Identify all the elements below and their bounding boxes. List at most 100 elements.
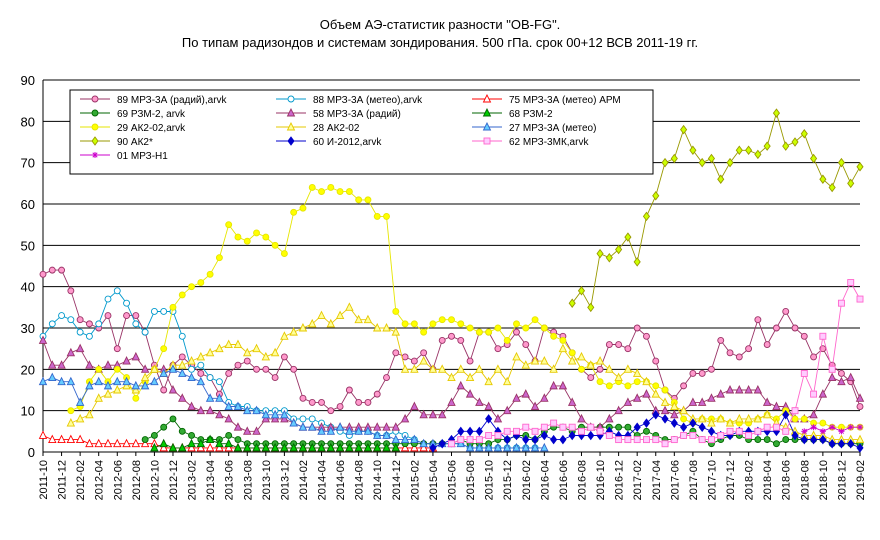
data-point: [280, 353, 288, 361]
data-point: [819, 174, 827, 184]
data-point: [624, 382, 632, 390]
x-tick-label: 2018-08: [799, 460, 811, 500]
data-point: [159, 368, 168, 377]
data-point: [113, 376, 122, 386]
data-point: [782, 410, 790, 420]
data-point: [131, 438, 141, 448]
data-point: [196, 438, 206, 448]
data-point: [196, 442, 206, 452]
data-point: [308, 422, 317, 431]
data-point: [772, 108, 781, 118]
data-point: [401, 320, 409, 328]
data-point: [503, 434, 511, 445]
data-point: [829, 424, 836, 431]
data-point: [335, 442, 345, 452]
data-point: [355, 196, 363, 204]
data-point: [707, 393, 716, 402]
data-point: [215, 378, 223, 386]
data-point: [290, 208, 298, 216]
data-point: [372, 430, 382, 439]
data-point: [754, 427, 762, 435]
x-tick-label: 2018-10: [818, 460, 830, 500]
data-point: [475, 397, 484, 406]
data-point: [271, 374, 279, 382]
data-point: [206, 374, 214, 382]
data-point: [187, 438, 196, 448]
data-point: [475, 436, 483, 444]
data-point: [827, 372, 837, 382]
data-point: [363, 314, 373, 324]
data-point: [680, 382, 688, 390]
data-point: [651, 389, 660, 398]
data-point: [215, 409, 224, 419]
data-point: [540, 430, 548, 441]
data-point: [475, 426, 483, 437]
data-point: [233, 422, 243, 431]
x-tick-label: 2015-06: [447, 460, 459, 500]
data-point: [215, 438, 224, 448]
data-point: [243, 426, 252, 435]
legend-item: 88 МРЗ-3А (метео),arvk: [276, 95, 423, 106]
data-point: [224, 442, 233, 452]
data-point: [197, 370, 205, 377]
x-tick-label: 2017-08: [688, 460, 700, 500]
data-point: [419, 356, 428, 365]
data-point: [819, 419, 827, 427]
data-point: [345, 442, 354, 452]
x-tick-label: 2014-02: [298, 460, 310, 500]
data-point: [643, 427, 650, 435]
data-point: [605, 364, 614, 373]
data-point: [150, 376, 159, 386]
data-point: [122, 376, 131, 386]
legend-label: 69 РЗМ-2, arvk: [117, 109, 186, 120]
data-point: [289, 442, 298, 452]
x-tick-label: 2013-02: [187, 460, 199, 500]
x-tick-label: 2018-04: [762, 460, 774, 500]
data-point: [558, 343, 568, 353]
data-point: [670, 153, 678, 164]
data-point: [559, 336, 567, 344]
data-point: [437, 409, 447, 419]
data-point: [363, 442, 373, 452]
data-point: [680, 124, 688, 135]
data-point: [725, 384, 735, 394]
data-point: [141, 328, 149, 336]
data-point: [559, 434, 567, 445]
data-point: [716, 389, 725, 398]
data-point: [633, 257, 641, 267]
data-point: [697, 413, 707, 423]
data-point: [791, 415, 799, 423]
data-point: [335, 310, 345, 320]
data-point: [782, 436, 790, 444]
data-point: [215, 393, 224, 402]
data-point: [633, 324, 641, 332]
data-point: [215, 442, 224, 452]
legend-marker: [91, 109, 99, 117]
x-tick-label: 2017-04: [651, 460, 663, 500]
data-point: [624, 436, 632, 444]
data-point: [66, 418, 76, 427]
data-point: [159, 438, 168, 448]
data-point: [772, 440, 780, 448]
data-point: [113, 438, 122, 448]
data-point: [85, 320, 93, 328]
data-point: [614, 372, 623, 382]
legend-label: 28 АК2-02: [313, 123, 360, 134]
x-tick-label: 2014-12: [391, 460, 403, 500]
data-point: [697, 397, 707, 406]
data-point: [178, 332, 186, 340]
data-point: [857, 424, 863, 431]
data-point: [410, 357, 418, 365]
data-point: [373, 390, 381, 398]
data-point: [577, 351, 586, 361]
data-point: [493, 364, 503, 373]
data-point: [847, 438, 855, 449]
data-point: [48, 360, 57, 369]
data-point: [243, 405, 252, 415]
data-point: [466, 357, 474, 365]
data-point: [652, 357, 660, 365]
legend-item: 28 АК2-02: [276, 121, 360, 134]
data-point: [178, 291, 186, 299]
data-point: [475, 364, 484, 373]
data-point: [754, 316, 762, 324]
